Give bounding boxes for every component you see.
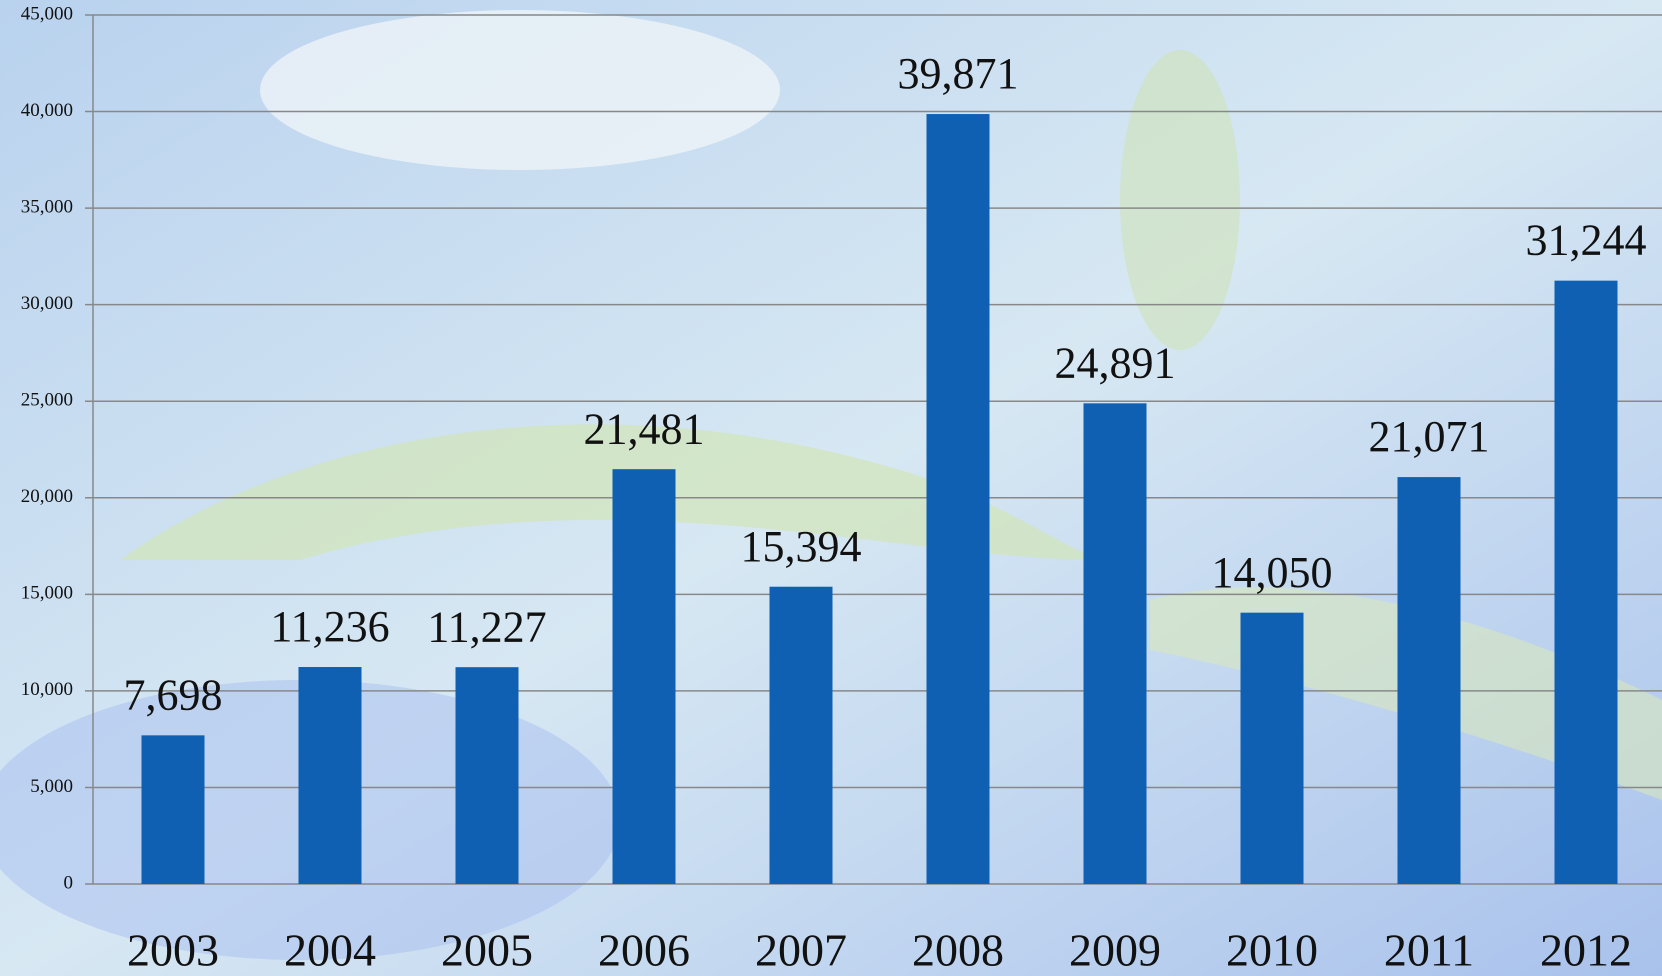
x-tick-label: 2006: [598, 925, 690, 976]
x-tick-label: 2011: [1384, 925, 1474, 976]
bar: [142, 735, 205, 884]
x-tick-label: 2010: [1226, 925, 1318, 976]
bar: [1241, 613, 1304, 884]
x-tick-label: 2005: [441, 925, 533, 976]
y-tick-label: 45,000: [21, 3, 73, 24]
y-tick-label: 35,000: [21, 196, 73, 217]
x-tick-label: 2009: [1069, 925, 1161, 976]
value-label: 21,481: [584, 404, 705, 453]
x-tick-label: 2012: [1540, 925, 1632, 976]
value-label: 31,244: [1526, 216, 1647, 265]
bar: [456, 667, 519, 884]
value-label: 7,698: [124, 670, 223, 719]
y-tick-label: 40,000: [21, 100, 73, 121]
page: 0 5,000 10,000 15,000 20,000 25,000 30,000 35,0…: [0, 0, 1662, 976]
y-tick-label: 25,000: [21, 390, 73, 411]
chart: 0 5,000 10,000 15,000 20,000 25,000 30,000 35,0…: [0, 0, 1662, 976]
y-tick-label: 10,000: [21, 679, 73, 700]
bar: [770, 587, 833, 884]
bar: [1084, 403, 1147, 884]
y-tick-label: 30,000: [21, 293, 73, 314]
cloud: [260, 10, 780, 170]
value-label: 21,071: [1369, 412, 1490, 461]
y-tick-label: 0: [64, 872, 74, 893]
x-tick-label: 2004: [284, 925, 376, 976]
value-label: 14,050: [1212, 548, 1333, 597]
x-tick-label: 2008: [912, 925, 1004, 976]
bar: [1555, 281, 1618, 884]
bar: [299, 667, 362, 884]
value-label: 15,394: [741, 522, 862, 571]
bar: [613, 469, 676, 884]
y-tick-label: 20,000: [21, 486, 73, 507]
x-tick-label: 2007: [755, 925, 847, 976]
x-tick-label: 2003: [127, 925, 219, 976]
value-label: 24,891: [1055, 338, 1176, 387]
value-label: 11,227: [427, 602, 546, 651]
value-label: 11,236: [270, 602, 389, 651]
bar: [1398, 477, 1461, 884]
y-tick-label: 5,000: [30, 776, 73, 797]
y-tick-label: 15,000: [21, 583, 73, 604]
value-label: 39,871: [898, 49, 1019, 98]
bar: [927, 114, 990, 884]
